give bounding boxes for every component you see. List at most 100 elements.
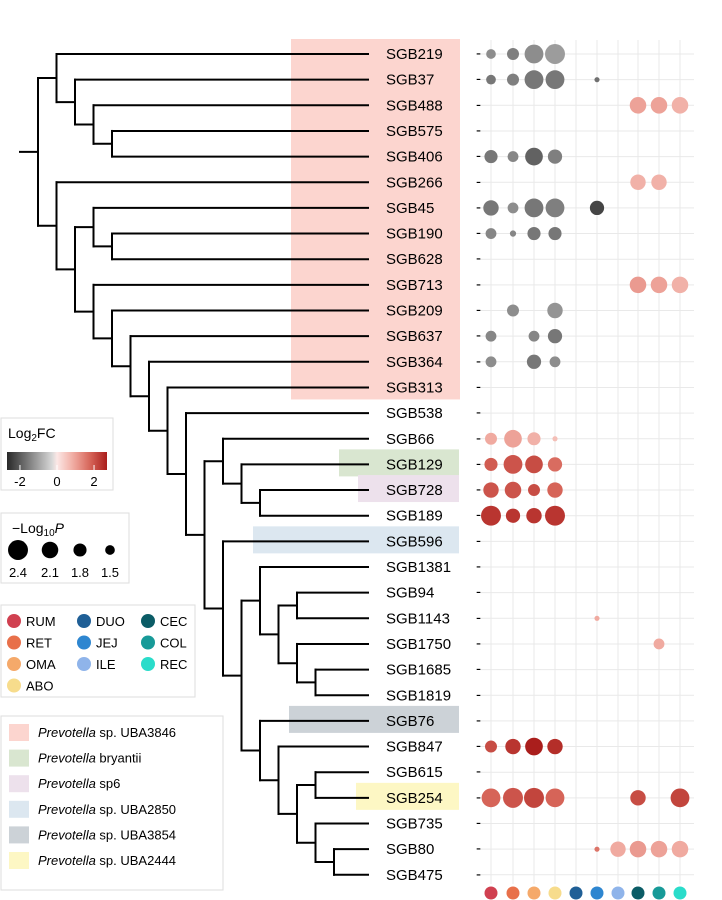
legend-p-dot-0 bbox=[8, 540, 28, 560]
bubble-SGB637-ABO bbox=[547, 329, 563, 344]
row-dash-SGB628: - bbox=[476, 250, 481, 267]
tip-label-SGB313: SGB313 bbox=[386, 379, 443, 396]
bubble-SGB129-RUM bbox=[484, 457, 498, 471]
tip-label-SGB615: SGB615 bbox=[386, 764, 443, 781]
bubble-SGB364-OMA bbox=[526, 354, 542, 369]
bubble-SGB219-ABO bbox=[545, 44, 565, 64]
bubble-SGB189-RET bbox=[505, 508, 521, 523]
bubble-SGB45-RUM bbox=[483, 200, 499, 216]
tip-label-SGB1819: SGB1819 bbox=[386, 687, 451, 704]
legend-clade-swatch-3 bbox=[9, 800, 29, 818]
bubble-SGB66-OMA bbox=[527, 432, 541, 446]
site-marker-COL bbox=[652, 886, 666, 900]
site-marker-RUM bbox=[484, 886, 498, 900]
tip-label-SGB76: SGB76 bbox=[386, 713, 434, 730]
row-dash-SGB219: - bbox=[476, 45, 481, 62]
phylogenetic-tree bbox=[19, 53, 369, 876]
bubble-SGB66-ABO bbox=[552, 436, 558, 442]
row-dash-SGB637: - bbox=[476, 327, 481, 344]
legend-sites-frame bbox=[0, 604, 196, 698]
legend-site-dot-JEJ bbox=[77, 635, 91, 650]
row-dash-SGB1143: - bbox=[476, 609, 481, 626]
bubble-SGB190-ABO bbox=[548, 226, 562, 241]
legend-neglog10p: −Log10P 2.4 2.1 1.8 1.5 bbox=[0, 512, 130, 584]
bubble-SGB406-OMA bbox=[525, 147, 543, 166]
row-dash-SGB713: - bbox=[476, 276, 481, 293]
legend-site-dot-REC bbox=[141, 657, 155, 671]
tip-label-SGB364: SGB364 bbox=[386, 354, 443, 371]
legend-site-dot-COL bbox=[141, 635, 155, 650]
tip-label-SGB475: SGB475 bbox=[386, 867, 443, 884]
legend-site-label-COL: COL bbox=[160, 636, 187, 651]
bubble-SGB219-RET bbox=[507, 48, 519, 60]
legend-site-label-REC: REC bbox=[160, 657, 187, 672]
bubble-SGB728-ABO bbox=[547, 482, 563, 498]
tip-label-SGB266: SGB266 bbox=[386, 174, 443, 191]
row-dash-SGB1381: - bbox=[476, 558, 481, 575]
bubble-SGB728-OMA bbox=[528, 484, 540, 497]
row-dash-SGB847: - bbox=[476, 738, 481, 755]
tip-label-SGB637: SGB637 bbox=[386, 328, 443, 345]
bubble-SGB488-REC bbox=[671, 97, 689, 114]
row-dash-SGB254: - bbox=[476, 789, 481, 806]
legend-clade-label-2: Prevotella sp6 bbox=[38, 776, 120, 791]
site-marker-ABO bbox=[548, 886, 562, 900]
bubble-SGB713-REC bbox=[671, 276, 689, 294]
site-marker-REC bbox=[673, 886, 687, 900]
legend-site-dot-RET bbox=[7, 635, 21, 650]
tip-label-SGB45: SGB45 bbox=[386, 200, 434, 217]
bubble-SGB37-RET bbox=[507, 73, 519, 86]
bubble-SGB488-CEC bbox=[629, 97, 647, 114]
legend-p-label-1: 2.1 bbox=[41, 565, 59, 580]
legend-log2fc-label-0: -2 bbox=[14, 474, 26, 489]
bubble-SGB37-JEJ bbox=[594, 77, 600, 83]
bubble-SGB637-OMA bbox=[528, 330, 540, 342]
row-dash-SGB488: - bbox=[476, 96, 481, 113]
row-dash-SGB735: - bbox=[476, 815, 481, 832]
bubble-SGB713-CEC bbox=[629, 276, 647, 294]
bubble-SGB190-OMA bbox=[527, 226, 541, 241]
legend-clade-label-5: Prevotella sp. UBA2444 bbox=[38, 853, 176, 868]
row-dash-SGB364: - bbox=[476, 353, 481, 370]
bubble-SGB45-JEJ bbox=[589, 200, 605, 216]
bubble-SGB37-OMA bbox=[524, 70, 544, 90]
legend-p-label-0: 2.4 bbox=[9, 565, 27, 580]
tip-label-SGB209: SGB209 bbox=[386, 303, 443, 320]
tip-label-SGB190: SGB190 bbox=[386, 226, 443, 243]
legend-site-label-RET: RET bbox=[26, 636, 52, 651]
legend-log2fc: Log2FC -2 0 2 bbox=[0, 417, 114, 491]
legend-p-dot-2 bbox=[73, 543, 87, 557]
legend-p-title: −Log10P bbox=[12, 520, 65, 539]
legend-clade-swatch-4 bbox=[9, 826, 29, 844]
bubble-SGB189-RUM bbox=[481, 505, 501, 526]
site-marker-JEJ bbox=[590, 886, 604, 900]
legend-clade-swatch-1 bbox=[9, 749, 29, 767]
legend-clade-swatch-5 bbox=[9, 852, 29, 869]
bubble-SGB728-RET bbox=[504, 481, 522, 499]
legend-site-label-OMA: OMA bbox=[26, 657, 56, 672]
row-dash-SGB575: - bbox=[476, 122, 481, 139]
bubble-SGB80-CEC bbox=[629, 840, 647, 858]
bubble-SGB254-CEC bbox=[630, 790, 646, 806]
legend-sites: RUM RET OMA ABO DUO JEJ ILE CEC COL REC bbox=[0, 604, 196, 698]
tip-label-SGB94: SGB94 bbox=[386, 585, 434, 602]
legend-p-label-2: 1.8 bbox=[71, 565, 89, 580]
bubble-SGB45-OMA bbox=[524, 198, 544, 218]
tip-label-SGB596: SGB596 bbox=[386, 533, 443, 550]
tip-label-SGB1750: SGB1750 bbox=[386, 636, 451, 653]
bubble-SGB209-ABO bbox=[547, 302, 563, 319]
bubble-SGB266-CEC bbox=[630, 174, 646, 190]
row-dash-SGB37: - bbox=[476, 71, 481, 88]
row-dash-SGB129: - bbox=[476, 455, 481, 472]
bubble-SGB406-RUM bbox=[484, 150, 498, 164]
legend-site-label-ABO: ABO bbox=[26, 679, 53, 694]
bubble-SGB190-RET bbox=[509, 230, 517, 237]
bubble-SGB209-RET bbox=[507, 304, 519, 317]
legend-log2fc-title: Log2FC bbox=[8, 425, 56, 444]
legend-site-dot-CEC bbox=[141, 614, 155, 628]
legend-site-dot-DUO bbox=[77, 614, 91, 628]
legend-clade-swatch-0 bbox=[9, 724, 29, 741]
legend-site-label-JEJ: JEJ bbox=[96, 636, 118, 651]
tip-label-SGB37: SGB37 bbox=[386, 72, 434, 89]
